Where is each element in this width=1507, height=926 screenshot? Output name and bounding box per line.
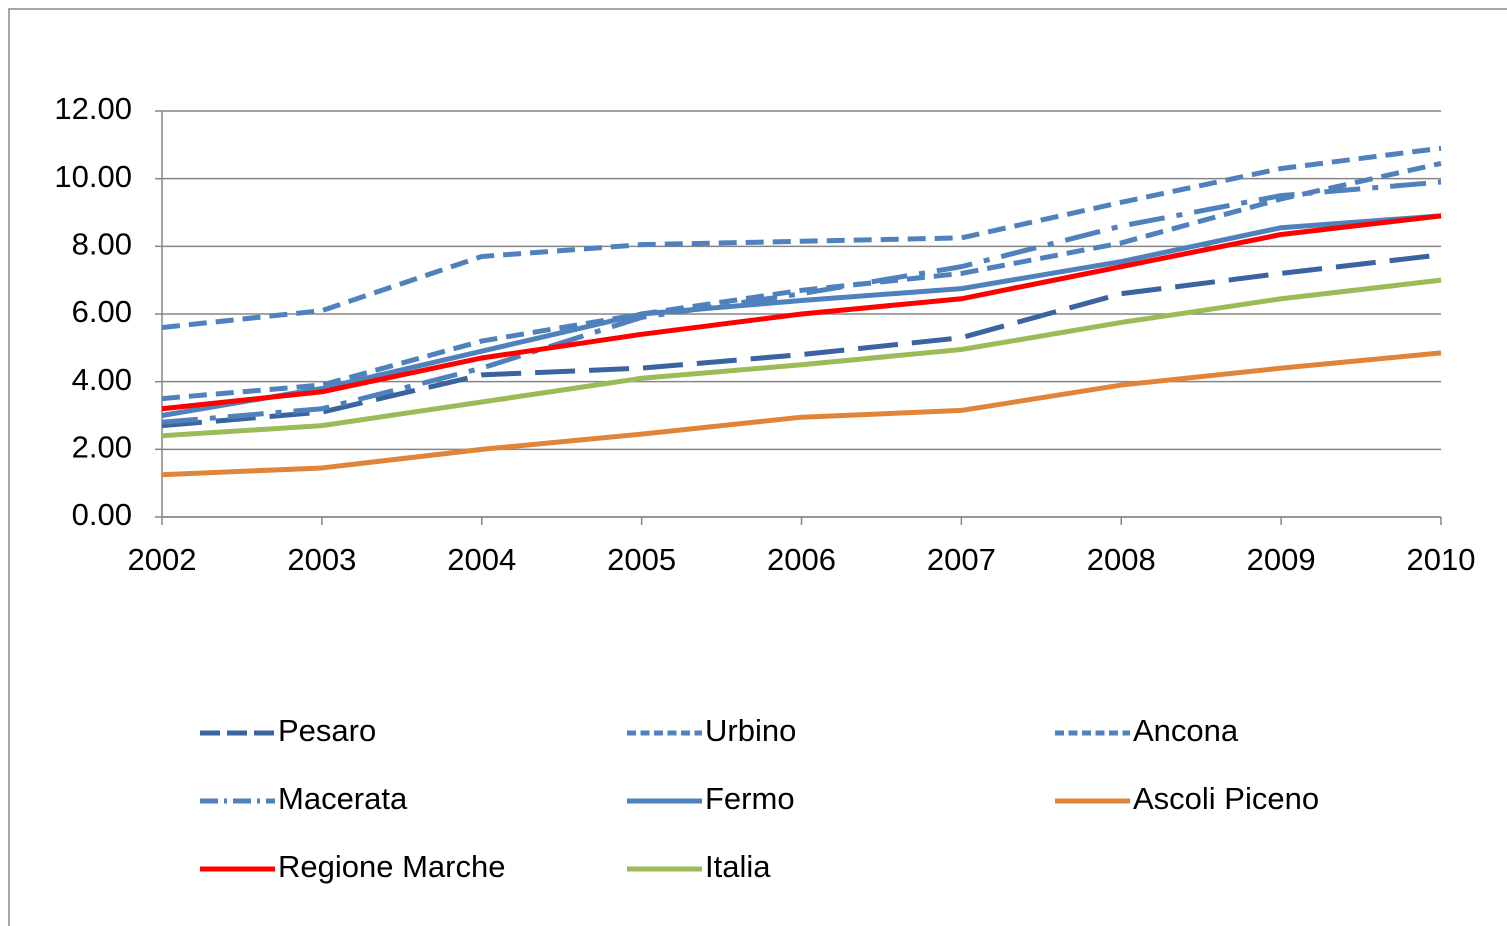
y-tick-label: 0.00: [72, 497, 132, 532]
chart-frame: [8, 8, 1507, 926]
legend-label: Ascoli Piceno: [1133, 781, 1319, 816]
legend-label: Urbino: [705, 713, 796, 748]
series-line: [161, 179, 1442, 425]
legend-label: Macerata: [278, 781, 408, 816]
x-tick-label: 2005: [607, 542, 676, 577]
legend-label: Regione Marche: [278, 849, 505, 884]
x-tick-label: 2006: [767, 542, 836, 577]
series-line: [161, 350, 1442, 478]
x-tick-label: 2004: [447, 542, 516, 577]
series-line: [161, 277, 1442, 439]
y-tick-label: 4.00: [72, 362, 132, 397]
legend-label: Fermo: [705, 781, 795, 816]
x-tick-label: 2003: [287, 542, 356, 577]
x-tick-label: 2010: [1407, 542, 1476, 577]
y-tick-label: 6.00: [72, 294, 132, 329]
y-tick-label: 2.00: [72, 430, 132, 465]
y-tick-label: 10.00: [54, 159, 132, 194]
x-tick-label: 2007: [927, 542, 996, 577]
x-tick-label: 2008: [1087, 542, 1156, 577]
y-tick-label: 8.00: [72, 227, 132, 262]
y-tick-label: 12.00: [54, 91, 132, 126]
legend-label: Pesaro: [278, 713, 376, 748]
series-line: [161, 161, 1442, 402]
x-tick-label: 2002: [128, 542, 197, 577]
series-line: [161, 213, 1442, 418]
series-line: [161, 252, 1442, 429]
x-tick-label: 2009: [1247, 542, 1316, 577]
series-line: [161, 145, 1442, 331]
legend-label: Ancona: [1133, 713, 1239, 748]
legend-label: Italia: [705, 849, 771, 884]
series-line: [161, 213, 1442, 412]
